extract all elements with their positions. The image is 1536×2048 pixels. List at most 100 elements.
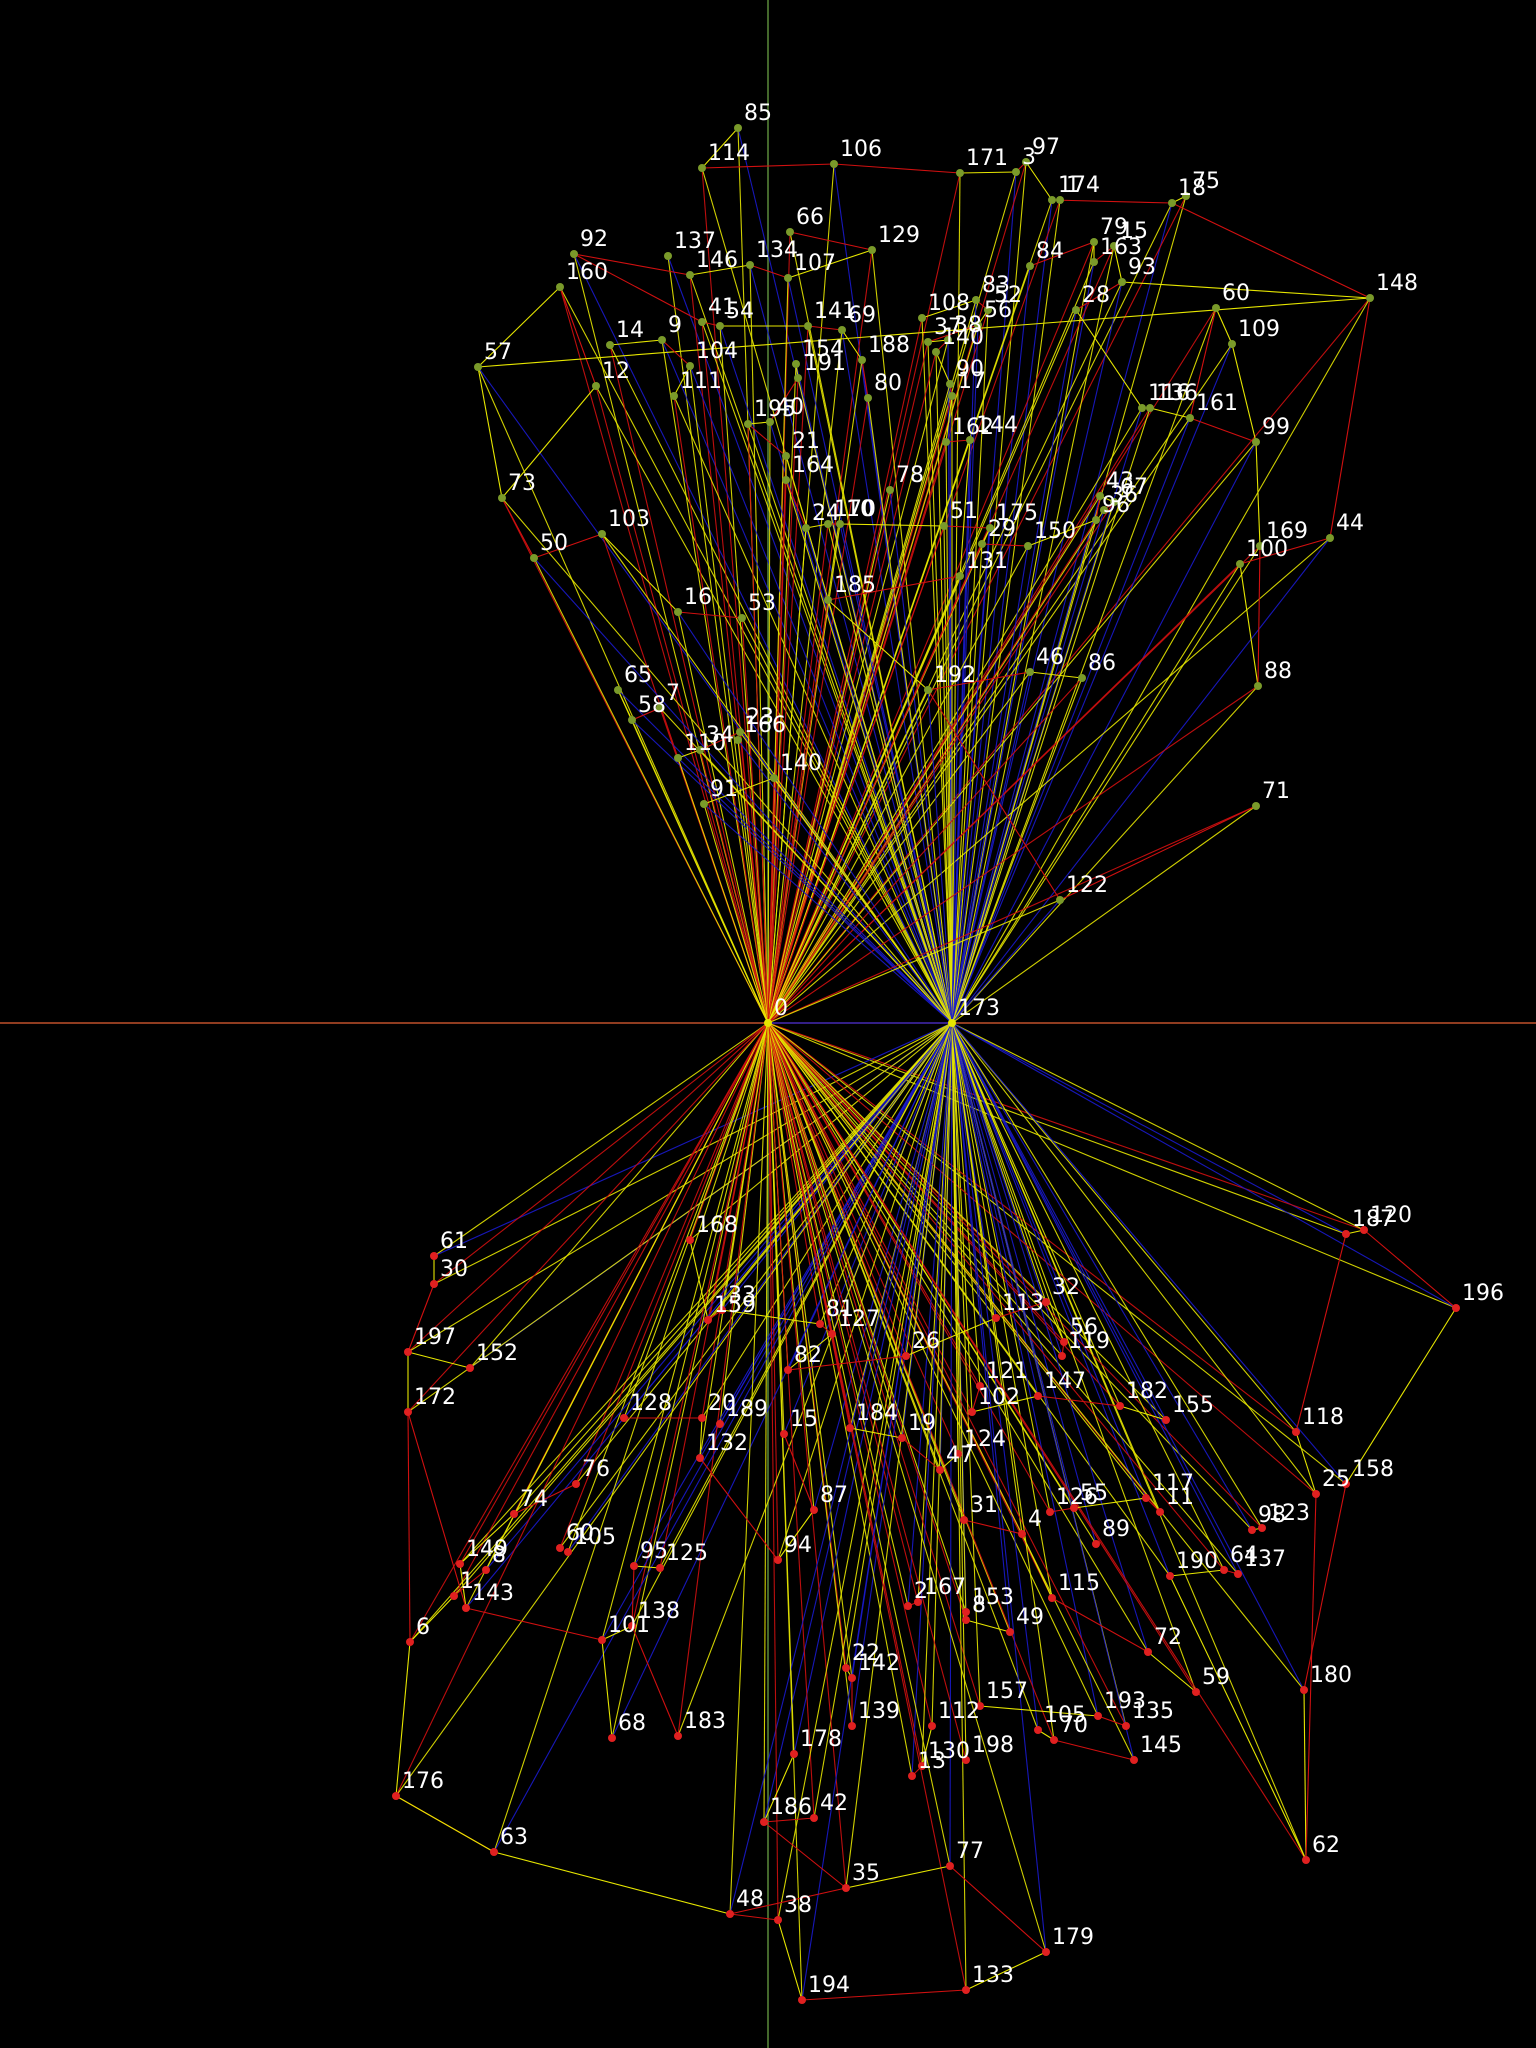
graph-node: [940, 522, 948, 530]
node-label: 176: [402, 1769, 444, 1794]
graph-node: [784, 1366, 792, 1374]
node-label: 121: [986, 1359, 1028, 1384]
hub-edge: [951, 1022, 1011, 1633]
hub-edge: [827, 523, 953, 1024]
hub-edge: [951, 1022, 1053, 1599]
node-label: 48: [736, 1887, 764, 1912]
hub-edge: [767, 1022, 821, 1325]
node-edge: [699, 1417, 703, 1459]
node-edge: [1051, 199, 1173, 204]
graph-node: [1048, 196, 1056, 204]
graph-node: [1252, 438, 1260, 446]
node-edge: [777, 1509, 815, 1561]
graph-node: [1026, 262, 1034, 270]
graph-node: [404, 1348, 412, 1356]
hub-edge: [767, 1022, 967, 1991]
hub-edge: [951, 1022, 1099, 1717]
graph-node: [1342, 1230, 1350, 1238]
node-label: 109: [1238, 317, 1280, 342]
graph-node: [556, 283, 564, 291]
node-label: 74: [520, 1487, 548, 1512]
hub-edge: [453, 1022, 769, 1597]
hub-edge: [951, 1022, 1065, 1343]
node-label: 7: [666, 681, 680, 706]
hub-edge: [951, 1022, 1097, 1545]
hub-edge: [767, 501, 1115, 1024]
hub-edge: [951, 407, 1151, 1024]
hub-edge: [813, 1022, 953, 1511]
graph-node: [918, 1762, 926, 1770]
hub-edge: [701, 321, 953, 1024]
graph-node: [770, 774, 778, 782]
hub-edge: [395, 1022, 953, 1797]
graph-node: [968, 1408, 976, 1416]
node-label: 57: [484, 340, 512, 365]
node-label: 126: [1056, 1485, 1098, 1510]
graph-node: [1034, 1392, 1042, 1400]
node-label: 192: [934, 663, 976, 688]
graph-node: [1056, 896, 1064, 904]
hub-edge: [575, 1022, 769, 1485]
node-edge: [407, 1351, 471, 1369]
graph-node: [956, 169, 964, 177]
node-edge: [1169, 1575, 1307, 1861]
hub-edge: [767, 805, 1257, 1024]
node-edge: [839, 523, 945, 527]
node-label: 137: [674, 229, 716, 254]
node-label: 38: [784, 1893, 812, 1918]
node-edge: [701, 127, 739, 169]
graph-node: [1046, 1508, 1054, 1516]
hub-edge: [767, 543, 983, 1024]
hub-edge: [767, 1022, 1225, 1571]
node-label: 1: [460, 1569, 474, 1594]
hub-edge: [409, 1022, 953, 1643]
graph-node: [932, 348, 940, 356]
graph-node: [956, 572, 964, 580]
hub-edge: [951, 1022, 981, 1707]
node-edge: [617, 689, 633, 721]
hub-edge: [631, 719, 769, 1024]
hub-edge: [827, 599, 953, 1024]
node-label: 76: [582, 1457, 610, 1482]
node-edge: [673, 365, 691, 397]
hub-edge: [767, 1022, 973, 1413]
hub-edge: [767, 1022, 1051, 1513]
hub-edge: [951, 199, 1061, 1024]
node-edge: [1075, 281, 1123, 311]
graph-node: [864, 394, 872, 402]
graph-node: [848, 1722, 856, 1730]
hub-edge: [921, 317, 953, 1024]
hub-edge: [951, 1022, 1239, 1575]
hub-edge: [951, 1022, 1167, 1421]
hub-edge: [921, 1022, 953, 1767]
hub-edge: [677, 611, 769, 1024]
node-label: 18: [1178, 176, 1206, 201]
hub-edge: [951, 575, 961, 1024]
hub-edge: [631, 1022, 953, 1627]
hub-edge: [951, 309, 1077, 1024]
graph-node: [686, 362, 694, 370]
hub-edge: [407, 1022, 769, 1353]
graph-node: [1300, 1686, 1308, 1694]
graph-node: [716, 1420, 724, 1428]
graph-node: [656, 704, 664, 712]
graph-node: [1118, 278, 1126, 286]
node-label: 195: [754, 397, 796, 422]
node-edge: [1257, 545, 1261, 687]
graph-node: [1070, 1504, 1078, 1512]
hub-edge: [469, 1022, 769, 1369]
node-edge: [959, 439, 971, 577]
hub-edge: [951, 1022, 1297, 1433]
graph-node: [898, 1434, 906, 1442]
graph-node: [1292, 1428, 1300, 1436]
node-label: 122: [1066, 873, 1108, 898]
node-edge: [1305, 1493, 1317, 1861]
hub-edge: [951, 671, 1031, 1024]
graph-node: [664, 252, 672, 260]
node-label: 14: [616, 318, 644, 343]
graph-node: [744, 420, 752, 428]
node-label: 113: [1002, 1291, 1044, 1316]
hub-edge: [767, 899, 1061, 1024]
node-label: 187: [1352, 1207, 1394, 1232]
node-label: 99: [1262, 415, 1290, 440]
